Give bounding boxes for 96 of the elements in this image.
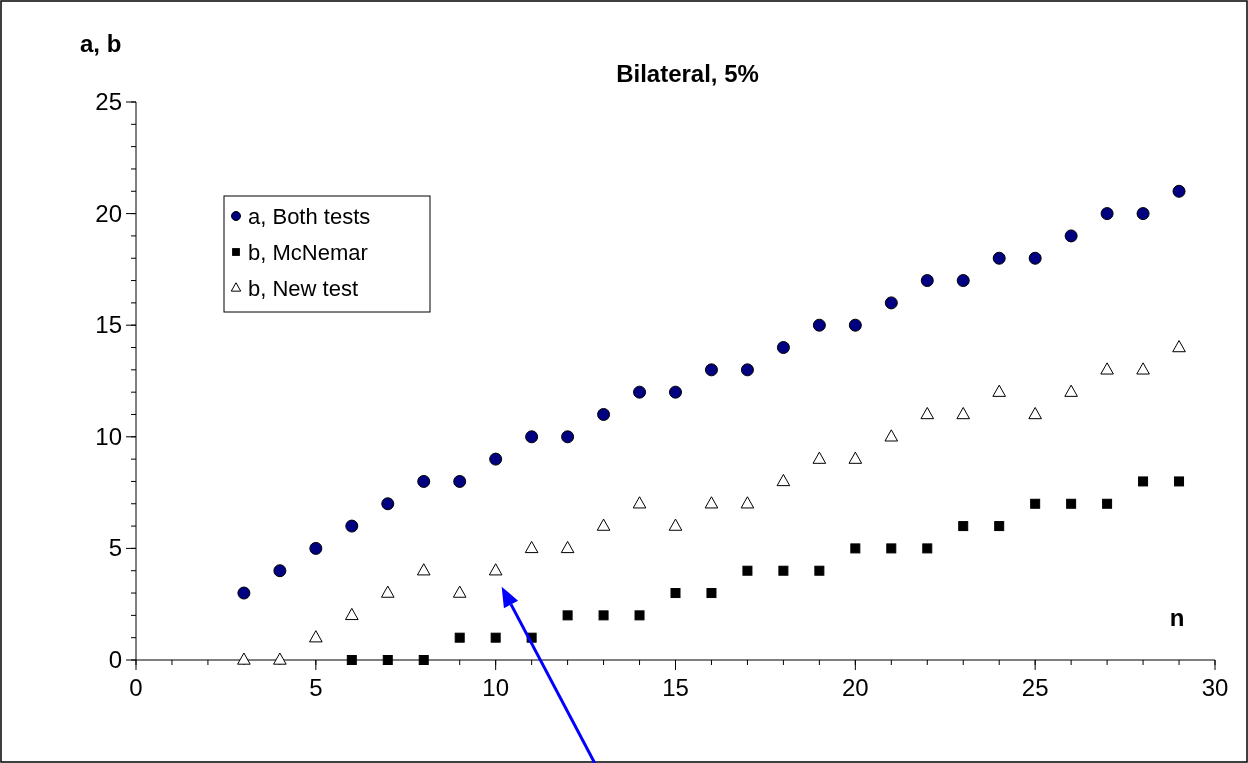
- point: [524, 540, 539, 554]
- point: [884, 429, 899, 442]
- point: [416, 563, 431, 576]
- point: [1136, 207, 1150, 221]
- legend-label: b, New test: [248, 276, 359, 301]
- point: [994, 521, 1005, 532]
- point: [1100, 207, 1114, 221]
- point: [992, 384, 1006, 397]
- y-tick-label: 10: [95, 422, 122, 450]
- point: [598, 610, 609, 621]
- point: [525, 430, 539, 444]
- chart-title: Bilateral, 5%: [616, 60, 759, 87]
- point: [345, 607, 359, 621]
- point: [309, 630, 323, 643]
- point: [309, 541, 323, 555]
- point: [1136, 362, 1150, 375]
- point: [634, 610, 645, 621]
- point: [776, 341, 790, 355]
- legend-label: a, Both tests: [248, 204, 371, 229]
- point: [561, 430, 575, 444]
- point: [596, 518, 611, 531]
- point: [632, 496, 647, 509]
- point: [633, 385, 647, 399]
- x-tick-label: 25: [1021, 674, 1049, 701]
- point: [884, 296, 898, 310]
- point: [452, 585, 467, 598]
- point: [1174, 476, 1185, 487]
- y-tick-label: 15: [95, 311, 122, 339]
- point: [740, 496, 755, 509]
- point: [418, 655, 429, 665]
- y-tick-label: 5: [108, 534, 122, 562]
- point: [1172, 340, 1186, 353]
- point: [992, 251, 1006, 265]
- y-axis-title: a, b: [80, 30, 122, 57]
- point: [417, 474, 431, 488]
- y-tick-label: 25: [95, 88, 122, 115]
- point: [812, 318, 826, 332]
- point: [237, 652, 251, 665]
- point: [740, 363, 754, 377]
- x-tick-label: 5: [309, 674, 323, 701]
- x-axis-title: n: [1169, 604, 1185, 631]
- point: [380, 585, 395, 598]
- point: [1064, 229, 1078, 243]
- point: [1102, 498, 1113, 509]
- point: [1066, 498, 1077, 509]
- point: [848, 318, 862, 332]
- point: [814, 565, 825, 576]
- point: [848, 451, 863, 464]
- point: [382, 655, 393, 665]
- point: [1138, 476, 1149, 487]
- x-tick-label: 0: [129, 674, 143, 701]
- point: [886, 543, 897, 554]
- point: [920, 274, 934, 288]
- point: [562, 610, 573, 621]
- y-tick-label: 20: [95, 199, 122, 227]
- point: [345, 519, 359, 533]
- point: [669, 385, 682, 399]
- point: [922, 543, 933, 554]
- legend-label: b, McNemar: [248, 240, 368, 265]
- point: [1100, 362, 1114, 375]
- point: [560, 540, 575, 554]
- x-tick-label: 10: [482, 674, 510, 701]
- point: [454, 632, 465, 643]
- point: [956, 274, 970, 288]
- point: [742, 565, 753, 576]
- point: [273, 564, 287, 578]
- point: [489, 452, 503, 466]
- point: [1028, 406, 1042, 420]
- point: [1028, 251, 1042, 265]
- point: [704, 496, 719, 509]
- point: [237, 586, 251, 600]
- point: [1030, 498, 1041, 509]
- point: [597, 407, 611, 421]
- point: [958, 521, 969, 532]
- point: [1064, 384, 1078, 397]
- point: [778, 565, 789, 576]
- point: [346, 655, 357, 665]
- point: [920, 406, 935, 420]
- point: [668, 518, 683, 531]
- point: [706, 588, 717, 599]
- point: [488, 563, 503, 576]
- point: [956, 406, 971, 420]
- point: [453, 474, 467, 488]
- point: [490, 632, 501, 643]
- point: [273, 652, 287, 665]
- y-tick-label: 0: [108, 646, 122, 673]
- point: [704, 363, 718, 377]
- x-tick-label: 30: [1201, 674, 1229, 701]
- point: [670, 588, 681, 599]
- point: [850, 543, 861, 554]
- point: [381, 497, 395, 511]
- x-tick-label: 20: [841, 674, 869, 701]
- point: [812, 451, 827, 464]
- point: [1172, 184, 1186, 198]
- point: [776, 473, 791, 487]
- x-tick-label: 15: [662, 674, 689, 701]
